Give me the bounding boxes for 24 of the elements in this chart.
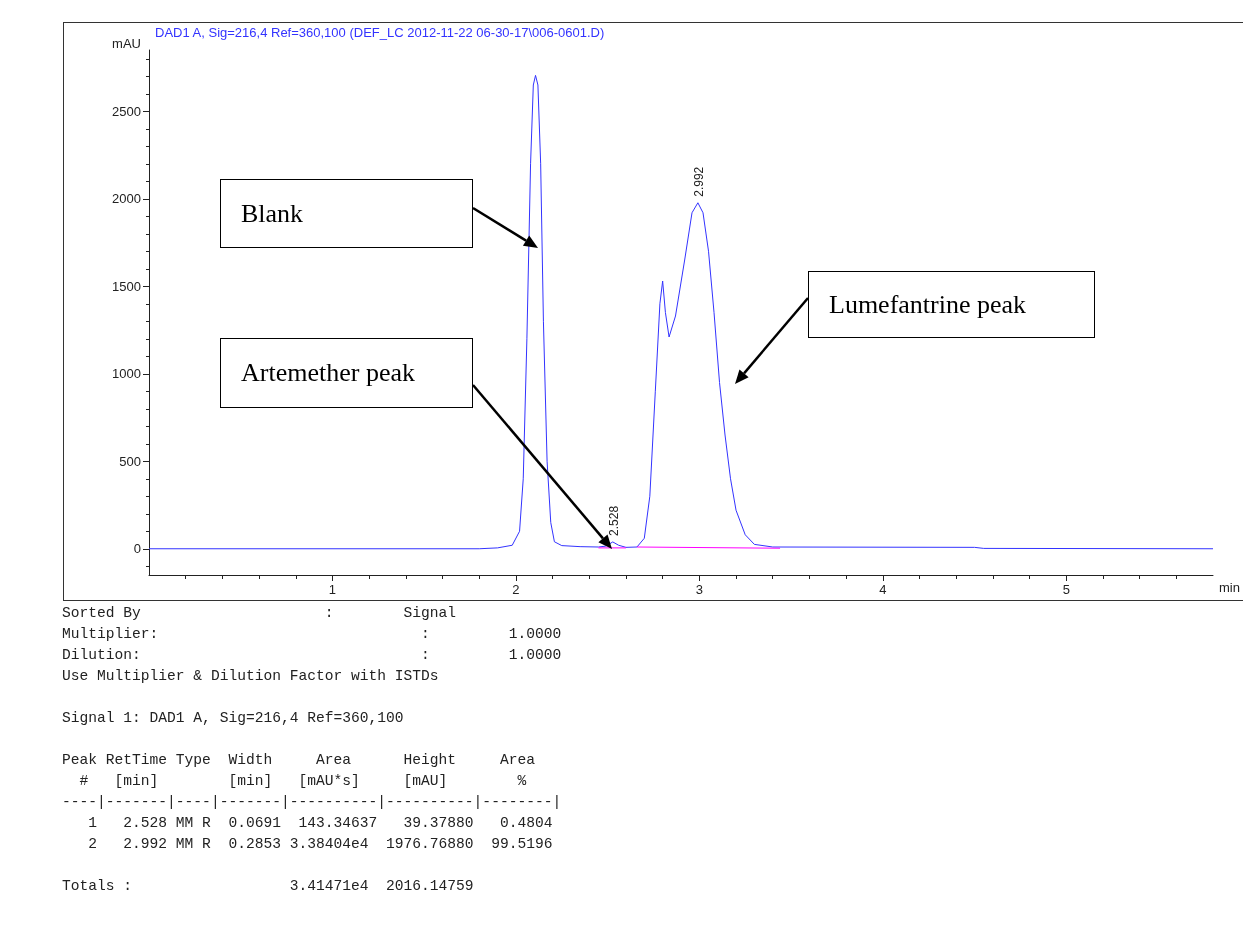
y-axis-title: mAU: [112, 36, 141, 51]
y-tick-label: 0: [133, 541, 141, 557]
annotation: 2.992: [691, 166, 706, 197]
text: Sorted By : Signal Multiplier: : 1.0000 Dilution: : 1.0000 Use Multiplier & Dilution Factor with ISTDs: [62, 604, 562, 686]
x-tick-label: 3: [695, 582, 703, 597]
text: Signal 1: DAD1 A, Sig=216,4 Ref=360,100: [62, 709, 405, 728]
annotation: Lumefantrine peak: [808, 271, 1095, 338]
y-tick-label: 1500: [112, 278, 141, 294]
x-axis-title: min: [1219, 580, 1240, 595]
text: Peak RetTime Type Width Area Height Area # [min] [min] [mAU*s] [mAU] % ----|-------|----|-------|----------|----------|--------| 1 2.528 MM R 0.0691 143.34637 39.37880 0.4804 2 2.992 MM R 0.2853 3.38404e4 1976.76880 99.5196: [62, 751, 562, 854]
y-tick-label: 2500: [112, 103, 141, 119]
y-tick-label: 1000: [112, 366, 141, 382]
annotation: 2.528: [606, 505, 621, 536]
text: Totals : 3.41471e4 2016.14759: [62, 877, 475, 896]
x-tick-label: 2: [512, 582, 520, 597]
chart-title: DAD1 A, Sig=216,4 Ref=360,100 (DEF_LC 2012-11-22 06-30-17\006-0601.D): [155, 25, 605, 40]
x-tick-label: 1: [328, 582, 337, 597]
y-tick-label: 500: [119, 453, 141, 469]
y-tick-label: 2000: [112, 191, 141, 207]
line-series: [148, 74, 1214, 550]
x-tick-label: 4: [879, 582, 887, 597]
x-tick-label: 5: [1062, 582, 1070, 597]
annotation: Artemether peak: [220, 338, 473, 408]
annotation: Blank: [220, 179, 473, 248]
